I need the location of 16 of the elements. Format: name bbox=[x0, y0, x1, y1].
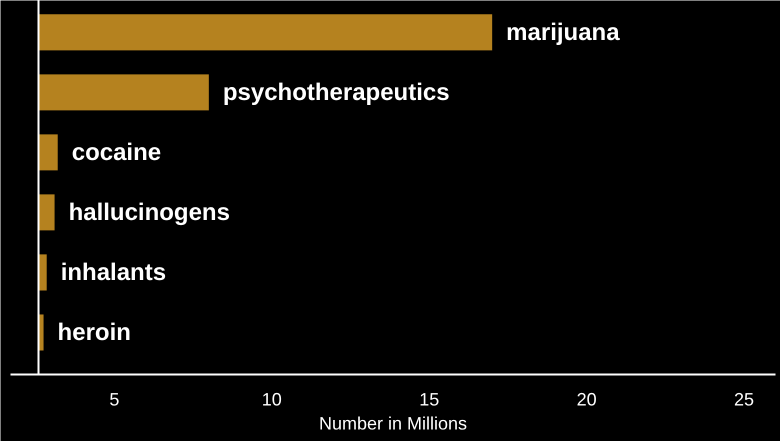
bar bbox=[38, 194, 55, 230]
y-tick-label: marijuana bbox=[506, 18, 620, 46]
y-tick-label: heroin bbox=[58, 318, 131, 346]
x-tick-label: 10 bbox=[262, 390, 282, 410]
y-tick-label: inhalants bbox=[60, 258, 166, 286]
bar bbox=[38, 134, 58, 170]
x-tick-label: 20 bbox=[576, 390, 597, 410]
x-tick-label: 15 bbox=[419, 390, 440, 410]
y-tick-label: cocaine bbox=[72, 138, 162, 166]
y-tick-label: hallucinogens bbox=[68, 198, 230, 226]
x-axis-title: Number in Millions bbox=[318, 414, 468, 434]
bar bbox=[38, 14, 492, 50]
y-tick-label: psychotherapeutics bbox=[222, 78, 450, 106]
x-tick-label: 25 bbox=[734, 390, 754, 410]
bar bbox=[38, 74, 209, 110]
x-tick-label: 5 bbox=[109, 390, 120, 410]
